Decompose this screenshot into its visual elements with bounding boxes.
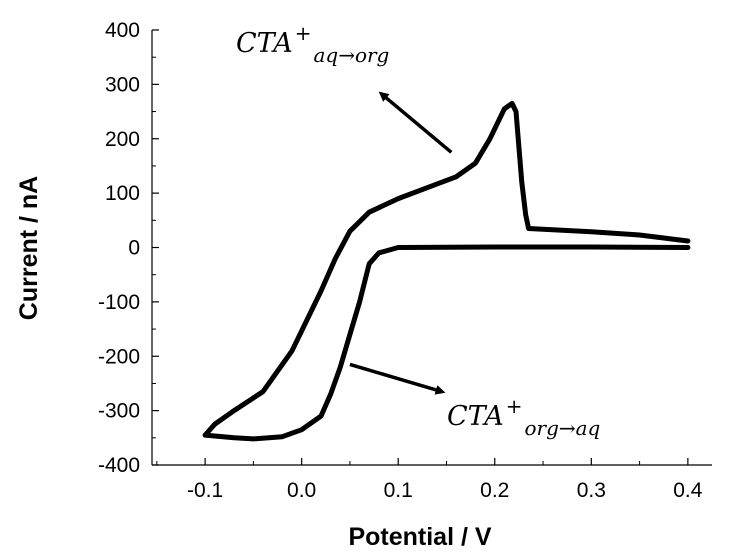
- x-tick-label: 0.2: [480, 479, 509, 502]
- y-tick-label: 100: [105, 182, 140, 205]
- cv-curve-series: [202, 100, 691, 442]
- y-tick-label: -300: [98, 400, 140, 423]
- annotation-superscript: +: [506, 394, 523, 418]
- y-axis-title: Current / nA: [15, 176, 43, 320]
- annotation-arrow: [378, 91, 453, 154]
- annotation-label: CTA +org→aq: [447, 394, 600, 440]
- y-tick-label: 300: [105, 73, 140, 96]
- annotation-subscript: aq→org: [313, 43, 389, 67]
- ticks: -400 -300 -200 -100 0 100 200 300 400 -0.1 0.0 0.1 0…: [98, 19, 703, 502]
- x-tick-label: 0.1: [384, 479, 413, 502]
- annotation-superscript: +: [295, 21, 312, 45]
- annotation-main: CTA: [236, 28, 293, 59]
- y-tick-label: 400: [105, 19, 140, 42]
- y-tick-label: -400: [98, 454, 140, 477]
- y-tick-label: -100: [98, 291, 140, 314]
- annotation-main: CTA: [447, 401, 504, 432]
- x-tick-label: 0.4: [673, 479, 703, 502]
- x-tick-label: 0.0: [287, 479, 316, 502]
- annotation-label: CTA +aq→org: [236, 21, 389, 67]
- y-tick-label: 200: [105, 128, 140, 151]
- annotation-subscript: org→aq: [524, 416, 600, 440]
- x-tick-label: -0.1: [187, 479, 223, 502]
- x-axis-title: Potential / V: [348, 523, 491, 551]
- x-tick-label: 0.3: [577, 479, 606, 502]
- y-tick-label: 0: [128, 237, 140, 260]
- y-tick-label: -200: [98, 345, 140, 368]
- annotation-arrow: [349, 362, 446, 395]
